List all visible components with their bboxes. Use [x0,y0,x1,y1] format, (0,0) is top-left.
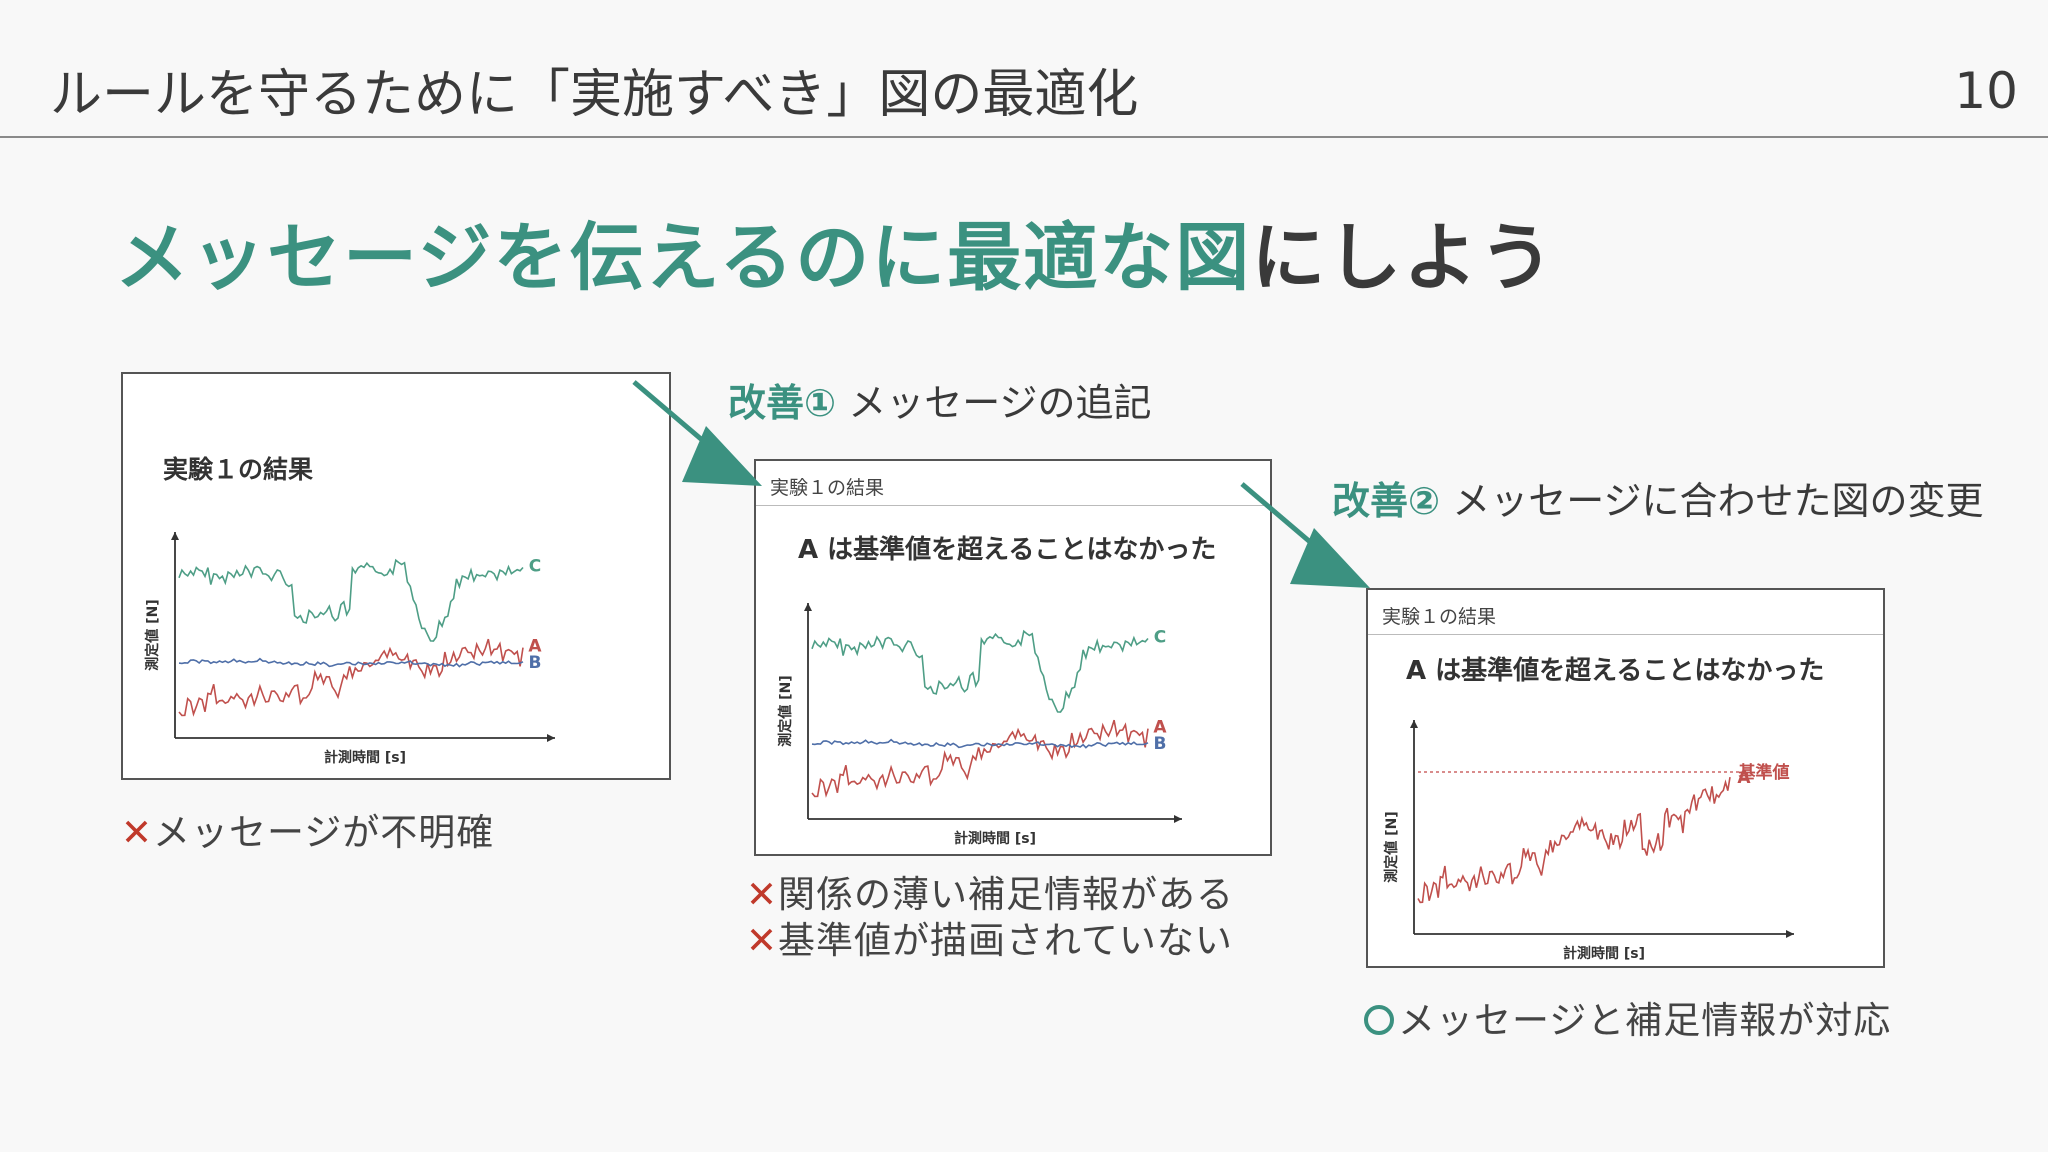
x-axis-label: 計測時間 [s] [1563,945,1645,962]
figure-header-text: 実験１の結果 [770,477,885,499]
series-c-line [811,629,1149,713]
cross-icon: ✕ [746,873,779,916]
x-axis-arrow [1786,930,1794,938]
improvement-2-label: 改善② メッセージに合わせた図の変更 [1332,470,1984,525]
x-axis-arrow [547,734,555,742]
headline-accent: メッセージを伝えるのに最適な図 [115,215,1252,301]
series-label-b: B [529,653,542,673]
series-a-line [178,638,524,717]
figure-improved-2: 実験１の結果 A は基準値を超えることはなかった 基準値 A 計測時間 [s] 測定値… [1366,588,1885,968]
series-label-b: B [1154,734,1167,754]
threshold-label: 基準値 [1738,762,1790,783]
improvement-2-text: メッセージに合わせた図の変更 [1452,479,1984,523]
y-axis-arrow [171,532,179,540]
series-label-a: A [528,637,542,657]
series-c-line [178,558,524,642]
note-text: 関係の薄い補足情報がある [778,873,1235,916]
note-text: 基準値が描画されていない [778,919,1233,962]
figure-header-bar: 実験１の結果 [756,461,1270,506]
series-label-a: A [1737,768,1751,788]
figure-header-text: 実験１の結果 [1382,606,1497,628]
y-axis-label: 測定値 [N] [144,599,161,670]
x-axis-label: 計測時間 [s] [324,749,406,766]
cross-icon: ✕ [121,811,154,854]
header-divider [0,136,2048,138]
arrow-icon [1240,482,1370,588]
improvement-1-number: 改善① [728,381,837,425]
line-chart: C AB 計測時間 [s] 測定値 [N] [777,603,1182,847]
improvement-1-text: メッセージの追記 [848,381,1152,425]
figure-title: 実験１の結果 [163,455,314,484]
improvement-1-label: 改善① メッセージの追記 [728,372,1152,427]
improvement-2-number: 改善② [1332,479,1441,523]
arrow-icon [632,380,762,486]
note-improved-1b: ✕基準値が描画されていない [746,910,1233,964]
y-axis-arrow [804,603,812,611]
y-axis-label: 測定値 [N] [1383,811,1400,882]
series-b-line [811,738,1149,749]
line-chart: C AB 計測時間 [s] 測定値 [N] [144,532,555,766]
series-b-line [178,657,524,668]
series-label-c: C [1154,628,1166,648]
note-improved-1a: ✕関係の薄い補足情報がある [746,864,1234,918]
figure-header-bar: 実験１の結果 [1368,590,1883,635]
headline: メッセージを伝えるのに最適な図にしよう [115,198,1555,305]
page-number: 10 [1954,62,2018,120]
circle-icon [1364,1005,1394,1035]
figure-improved-1: 実験１の結果 A は基準値を超えることはなかった C A B 計測時間 [s] 測定値 … [754,459,1272,856]
series-label-c: C [529,557,541,577]
figure-original: 実験１の結果 C A B 計測時間 [s] 測定値 [N] [121,372,671,780]
series-label-a: A [1153,718,1167,738]
note-original: ✕メッセージが不明確 [121,802,494,856]
series-a-line [811,719,1149,798]
series-a-line [1417,776,1731,904]
y-axis-arrow [1410,720,1418,728]
note-text: メッセージと補足情報が対応 [1398,999,1892,1042]
headline-plain: にしよう [1251,215,1556,301]
slide-header: ルールを守るために「実施すべき」図の最適化 10 [0,0,2048,138]
y-axis-label: 測定値 [N] [777,675,794,746]
cross-icon: ✕ [746,919,779,962]
x-axis-arrow [1174,815,1182,823]
slide-title: ルールを守るために「実施すべき」図の最適化 [50,65,1139,125]
note-text: メッセージが不明確 [153,811,495,854]
figure-message: A は基準値を超えることはなかった [798,535,1217,565]
figure-message: A は基準値を超えることはなかった [1406,656,1825,686]
note-improved-2: メッセージと補足情報が対応 [1364,990,1891,1044]
x-axis-label: 計測時間 [s] [954,830,1036,847]
